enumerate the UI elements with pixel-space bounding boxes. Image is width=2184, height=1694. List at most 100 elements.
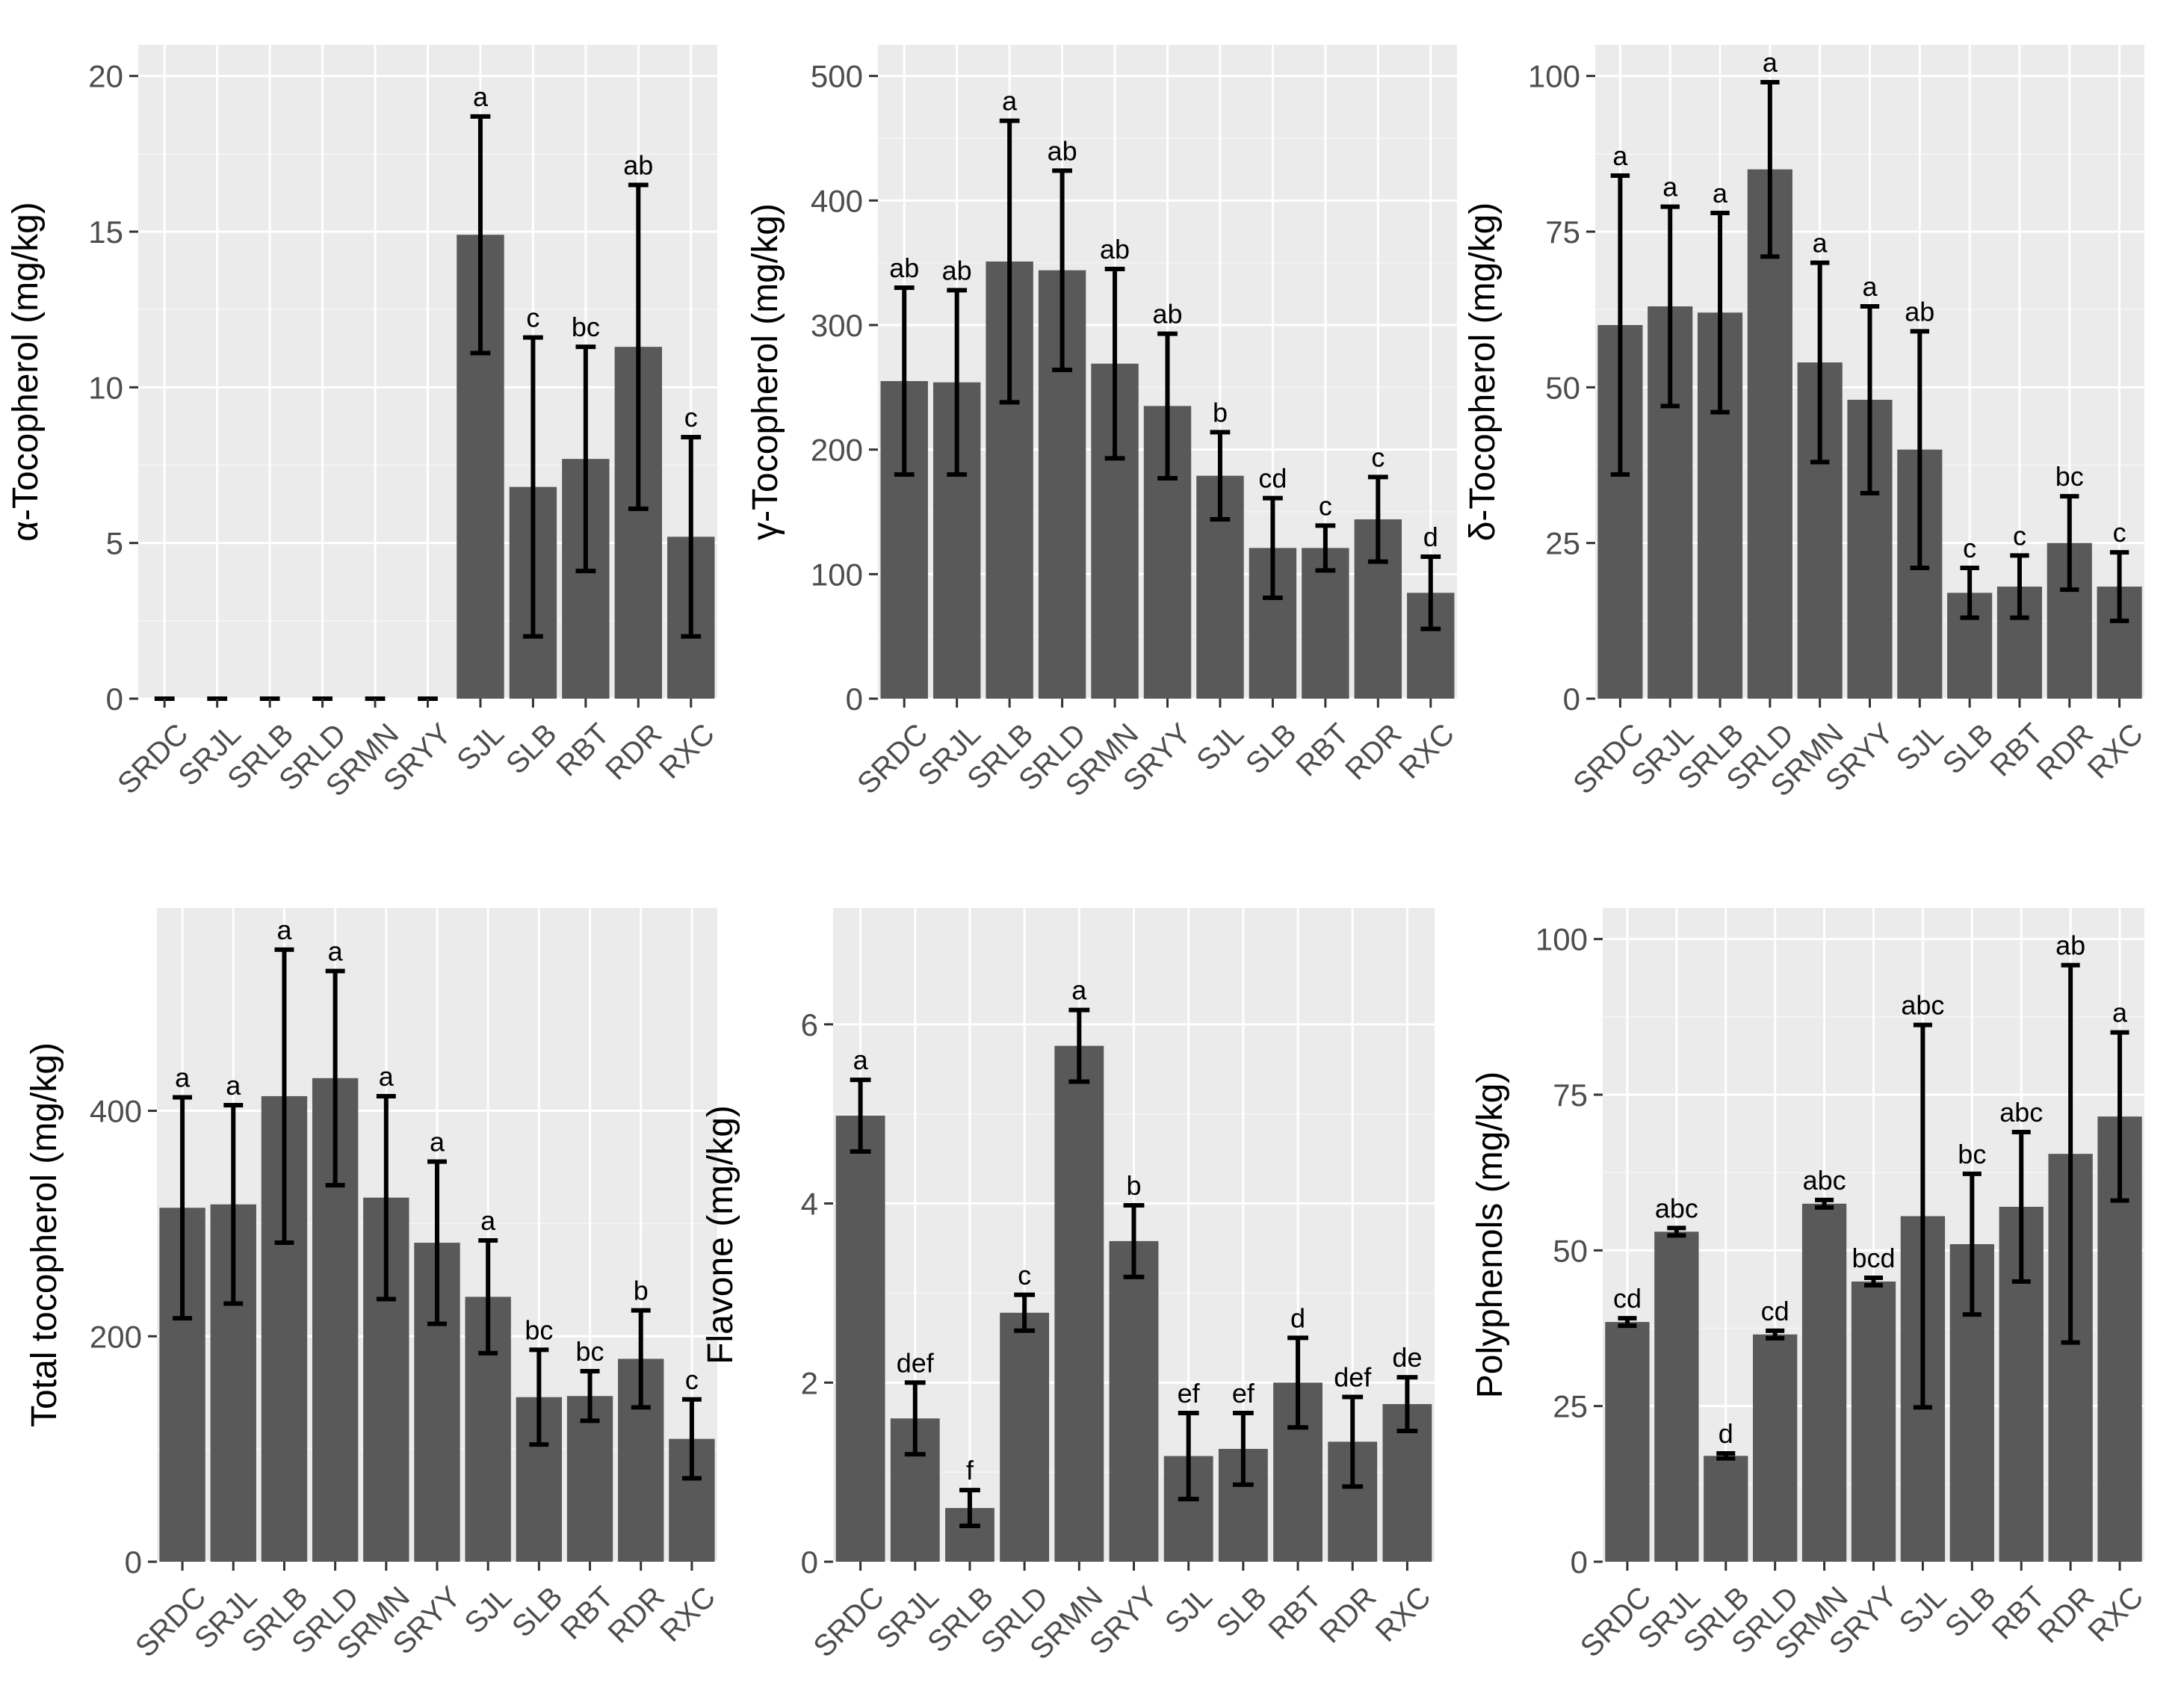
significance-letter-SJL: ab (1905, 296, 1934, 327)
significance-letter-SRMN: a (1813, 228, 1828, 259)
y-tick-label: 4 (801, 1187, 818, 1222)
x-tick-label-SLB: SLB (1937, 717, 2000, 781)
x-tick-label-RDR: RDR (2031, 717, 2100, 786)
significance-letter-RBT: bc (572, 312, 600, 342)
significance-letter-SLB: bc (525, 1314, 553, 1345)
x-tick-label-RXC: RXC (654, 1580, 722, 1648)
significance-letter-RXC: a (2112, 998, 2128, 1028)
y-axis-title: γ-Tocopherol (mg/kg) (746, 203, 785, 540)
significance-letter-SRJL: ab (942, 255, 972, 285)
significance-letter-SJL: ef (1178, 1378, 1201, 1409)
bar-SRLD (1753, 1334, 1798, 1562)
y-tick-label: 25 (1553, 1389, 1588, 1424)
bar-SRMN (1054, 1045, 1104, 1562)
y-tick-label: 2 (801, 1365, 818, 1400)
bar-RBT (1302, 548, 1349, 699)
y-tick-label: 100 (811, 557, 863, 592)
significance-letter-SRLD: ab (1048, 135, 1077, 166)
significance-letter-SRYY: a (430, 1126, 445, 1157)
x-tick-label-SLB: SLB (1240, 717, 1303, 781)
x-tick-label-RDR: RDR (2032, 1580, 2100, 1649)
significance-letter-RBT: c (1319, 490, 1332, 521)
significance-letter-RXC: c (2113, 517, 2126, 548)
x-tick-label-SJL: SJL (1190, 717, 1250, 777)
significance-letter-SRLB: a (276, 915, 292, 945)
significance-letter-SJL: abc (1901, 990, 1944, 1021)
significance-letter-SRLD: c (1018, 1260, 1031, 1290)
x-tick-label-SLB: SLB (1210, 1580, 1273, 1644)
bar-SRYY (1109, 1240, 1159, 1562)
significance-letter-SLB: ef (1232, 1378, 1255, 1409)
y-axis-title: α-Tocopherol (mg/kg) (6, 202, 46, 542)
y-tick-label: 500 (811, 59, 863, 94)
y-tick-label: 200 (811, 433, 863, 468)
significance-letter-SRDC: a (853, 1045, 869, 1075)
chart-panel-3: 0255075100aSRDCaSRJLaSRLBaSRLDaSRMNaSRYY… (1463, 45, 2150, 803)
chart-panel-6: 0255075100cdSRDCabcSRJLdSRLBcdSRLDabcSRM… (1470, 908, 2150, 1666)
x-tick-label-RXC: RXC (1370, 1580, 1438, 1648)
x-tick-label-RXC: RXC (2082, 717, 2150, 785)
significance-letter-SRYY: ab (1152, 299, 1182, 330)
significance-letter-SLB: c (526, 303, 539, 333)
x-tick-label-SRDC: SRDC (807, 1580, 890, 1663)
significance-letter-SRMN: a (1071, 975, 1087, 1006)
significance-letter-SRDC: a (175, 1062, 191, 1092)
y-tick-label: 75 (1545, 214, 1580, 250)
significance-letter-SLB: cd (1258, 463, 1287, 494)
significance-letter-SRMN: abc (1803, 1165, 1846, 1196)
significance-letter-RXC: c (685, 1364, 699, 1395)
y-tick-label: 75 (1553, 1078, 1588, 1113)
x-tick-label-RDR: RDR (599, 717, 668, 786)
x-tick-label-RXC: RXC (1393, 717, 1461, 785)
y-tick-label: 400 (811, 183, 863, 218)
chart-panel-5: 0246aSRDCdefSRJLfSRLBcSRLDaSRMNbSRYYefSJ… (701, 908, 1438, 1666)
significance-letter-RBT: d (1290, 1302, 1305, 1333)
y-tick-label: 20 (88, 59, 123, 94)
y-axis-title: Flavone (mg/kg) (701, 1105, 740, 1364)
chart-panel-4: 0200400aSRDCaSRJLaSRLBaSRLDaSRMNaSRYYaSJ… (25, 908, 722, 1666)
significance-letter-SRYY: a (1862, 271, 1878, 302)
significance-letter-SRLB: d (1719, 1418, 1733, 1449)
significance-letter-SRMN: a (379, 1061, 395, 1092)
x-tick-label-RXC: RXC (653, 717, 721, 785)
significance-letter-SRJL: a (1662, 172, 1678, 203)
significance-letter-RBT: bc (576, 1336, 604, 1367)
significance-letter-SJL: a (480, 1205, 496, 1236)
y-tick-label: 10 (88, 370, 123, 405)
significance-letter-SRYY: b (1126, 1170, 1141, 1201)
bar-SRDC (1605, 1322, 1650, 1562)
x-tick-label-SJL: SJL (1890, 717, 1950, 777)
x-tick-label-RDR: RDR (601, 1580, 670, 1649)
x-tick-label-SJL: SJL (451, 717, 510, 777)
x-tick-label-SLB: SLB (506, 1580, 569, 1644)
significance-letter-RDR: c (1371, 442, 1385, 472)
x-tick-label-RXC: RXC (2082, 1580, 2150, 1648)
significance-letter-SRLD: a (328, 936, 344, 966)
y-tick-label: 0 (846, 681, 863, 717)
significance-letter-SRLB: a (1002, 86, 1018, 117)
y-tick-label: 50 (1545, 370, 1580, 405)
significance-letter-SRJL: a (226, 1070, 241, 1101)
x-tick-label-RBT: RBT (1290, 717, 1355, 783)
x-tick-label-SJL: SJL (458, 1580, 518, 1640)
x-tick-label-RBT: RBT (1263, 1580, 1328, 1646)
bar-SRLD (1000, 1312, 1050, 1562)
x-tick-label-RDR: RDR (1339, 717, 1408, 786)
x-tick-label-RDR: RDR (1314, 1580, 1382, 1649)
y-axis-title: Polyphenols (mg/kg) (1470, 1072, 1510, 1399)
x-tick-label-RBT: RBT (550, 717, 616, 783)
x-tick-label-SJL: SJL (1893, 1580, 1953, 1640)
significance-letter-SLB: c (1963, 533, 1976, 563)
y-tick-label: 0 (125, 1545, 142, 1580)
significance-letter-RXC: c (684, 402, 698, 433)
significance-letter-RBT: c (2013, 520, 2026, 551)
bar-SRJL (1654, 1231, 1699, 1562)
bar-SRLB (1704, 1456, 1748, 1562)
x-tick-label-SJL: SJL (1159, 1580, 1219, 1640)
significance-letter-SRDC: cd (1613, 1283, 1642, 1314)
y-tick-label: 400 (90, 1094, 142, 1129)
bar-SRDC (835, 1116, 885, 1562)
significance-letter-RDR: bc (2055, 461, 2084, 492)
significance-letter-RXC: d (1423, 522, 1438, 552)
y-tick-label: 25 (1545, 526, 1580, 561)
